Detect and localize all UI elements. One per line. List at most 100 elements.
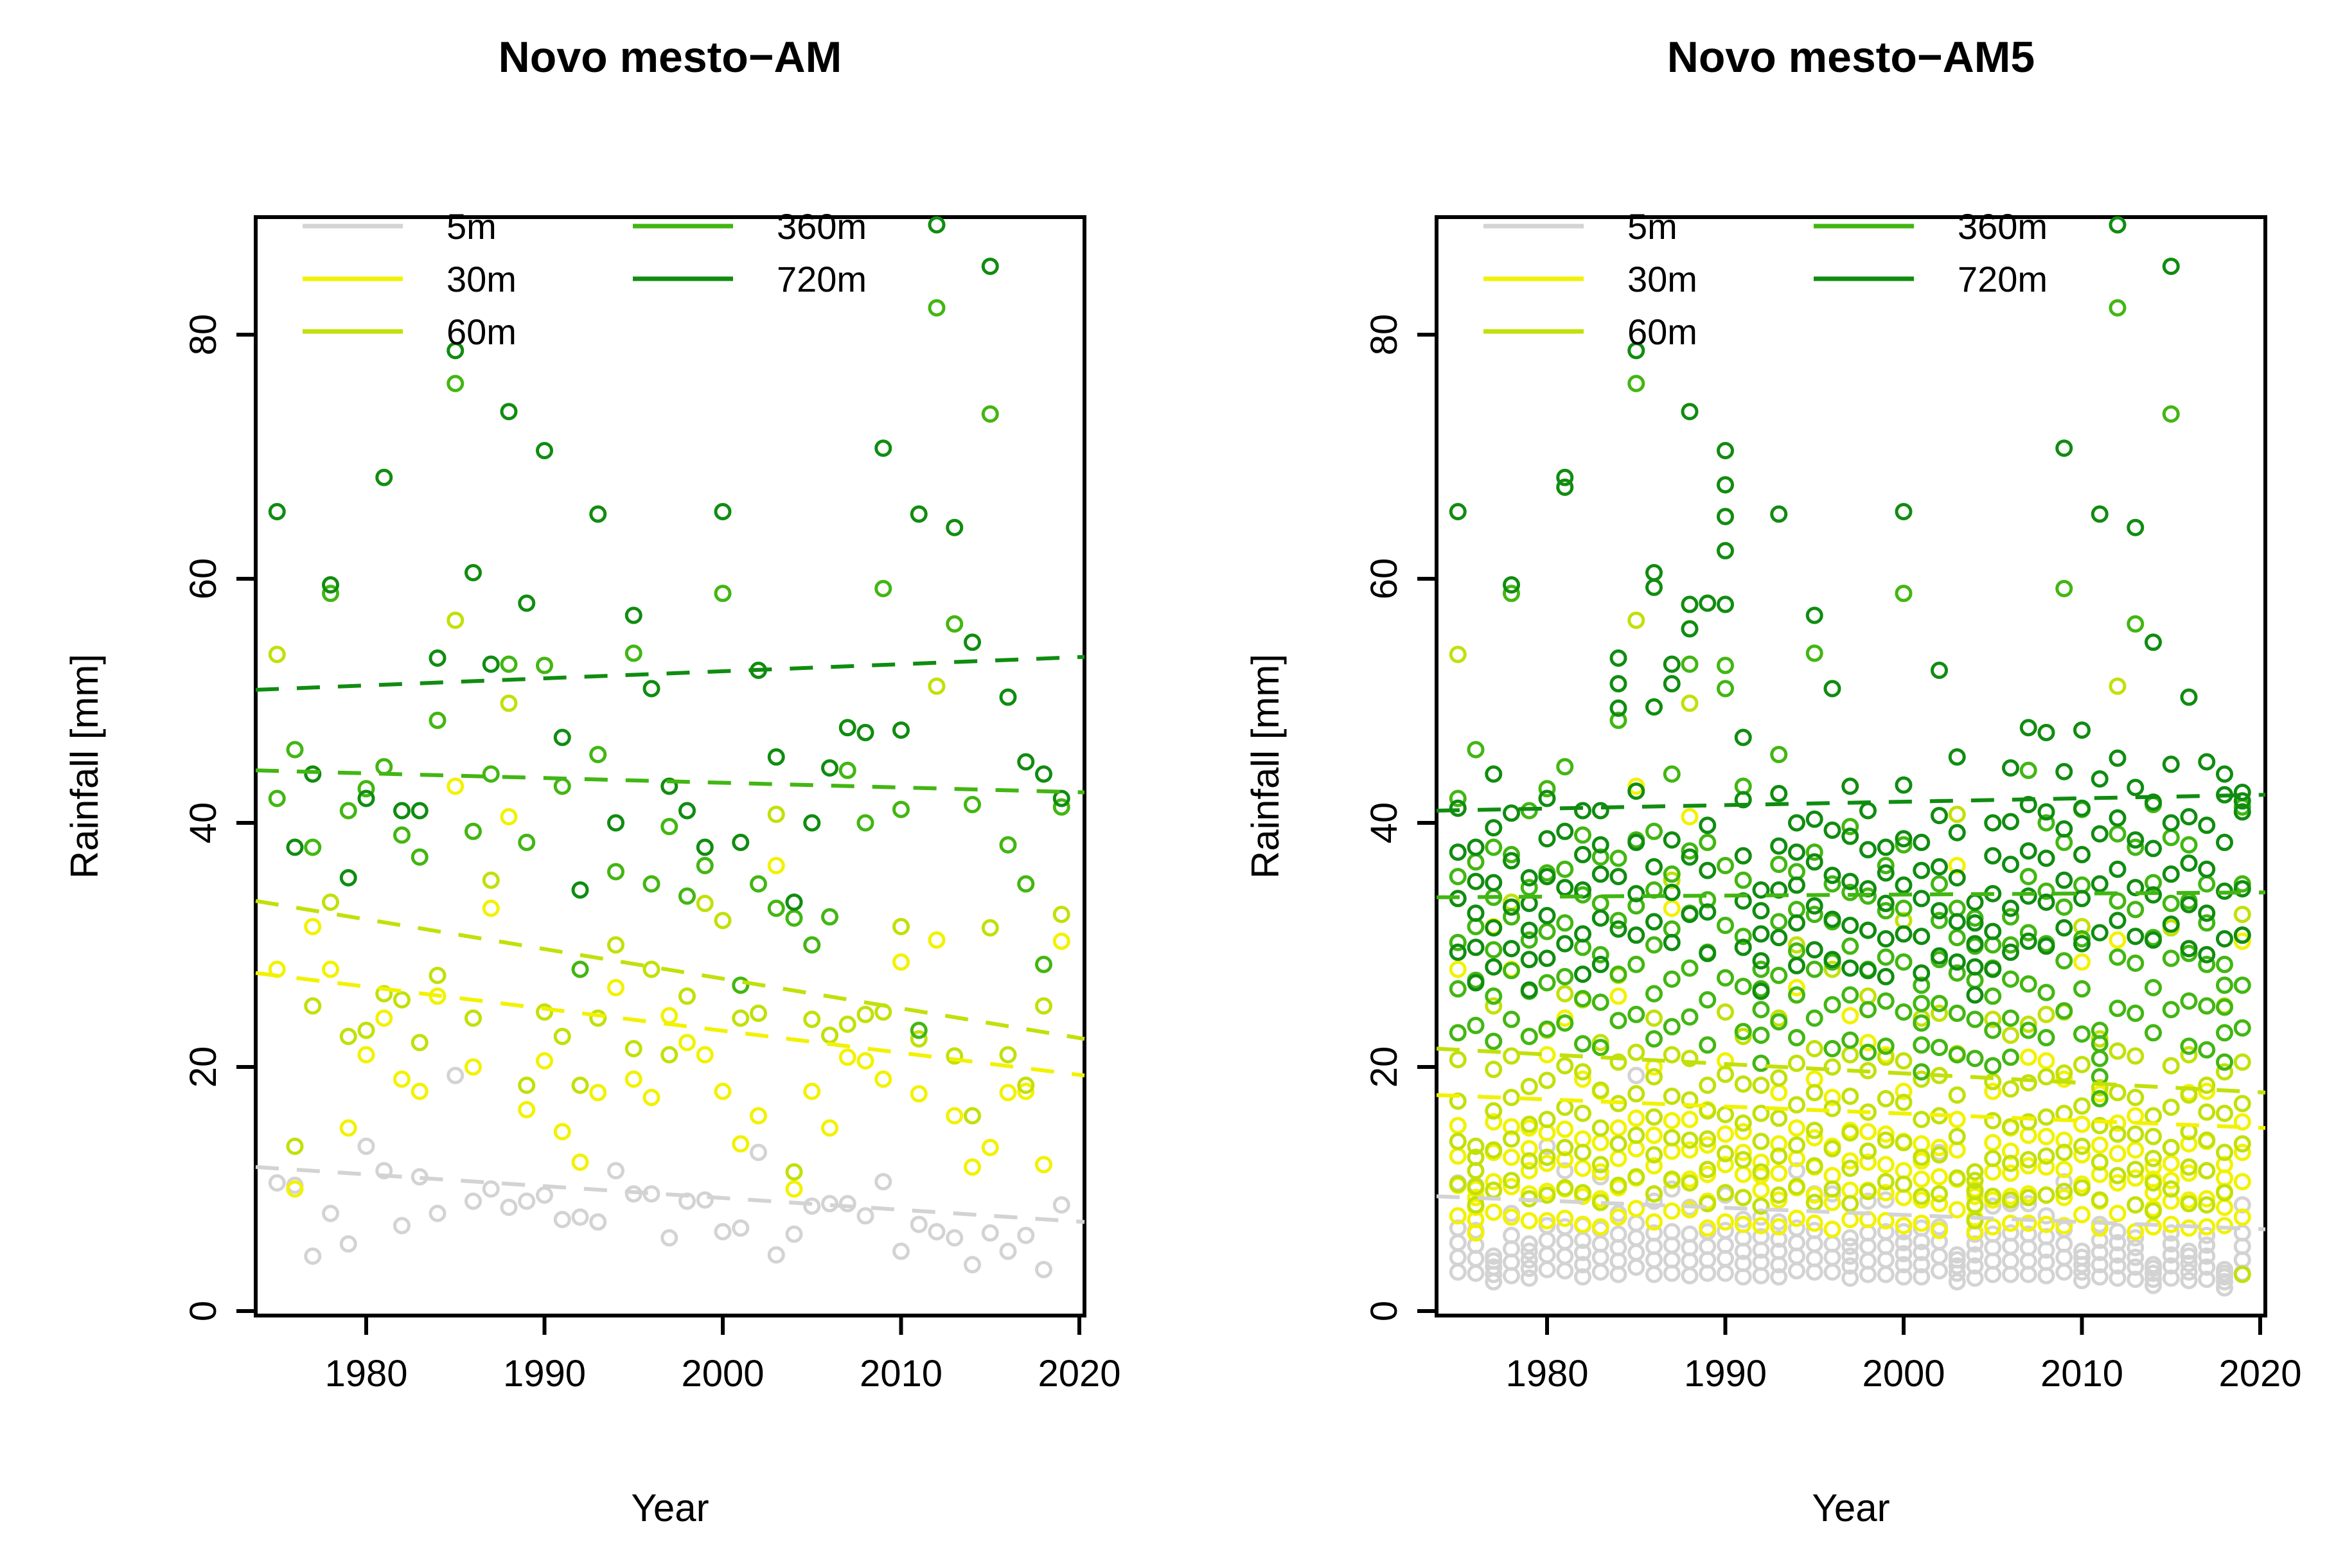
data-point-720m — [1788, 914, 1805, 932]
data-point-5m — [1752, 1208, 1770, 1226]
data-point-60m — [1591, 1119, 1609, 1137]
data-point-30m — [1770, 1164, 1788, 1182]
data-point-30m — [981, 1138, 999, 1156]
y-tick-label: 80 — [1363, 314, 1405, 356]
data-point-360m — [2127, 615, 2145, 633]
data-point-60m — [1699, 1077, 1717, 1094]
data-point-30m — [1645, 1213, 1663, 1231]
data-point-60m — [1017, 1077, 1035, 1094]
data-point-5m — [2145, 1276, 2162, 1294]
data-point-720m — [1841, 872, 1859, 890]
data-point-60m — [1752, 1077, 1770, 1094]
data-point-60m — [803, 1010, 821, 1028]
data-point-720m — [2073, 721, 2091, 739]
data-point-360m — [2019, 1021, 2037, 1039]
data-point-30m — [1538, 1211, 1556, 1229]
data-point-5m — [1574, 1231, 1591, 1249]
data-point-360m — [2073, 980, 2091, 998]
data-point-5m — [1645, 1192, 1663, 1210]
data-point-5m — [2037, 1207, 2055, 1225]
data-point-720m — [1823, 951, 1841, 969]
data-point-720m — [1805, 897, 1823, 915]
data-point-60m — [1574, 1104, 1591, 1122]
data-point-360m — [1913, 1063, 1931, 1081]
data-point-720m — [1663, 883, 1681, 901]
data-point-720m — [1788, 876, 1805, 894]
data-point-720m — [2216, 765, 2233, 783]
data-point-5m — [2073, 1256, 2091, 1274]
data-point-5m — [465, 1192, 482, 1210]
data-point-360m — [1591, 848, 1609, 866]
data-point-720m — [1538, 789, 1556, 807]
data-point-720m — [999, 688, 1017, 706]
data-point-720m — [1877, 967, 1895, 985]
data-point-360m — [1627, 955, 1645, 973]
data-point-30m — [357, 1046, 375, 1064]
data-point-60m — [1574, 1063, 1591, 1081]
data-point-30m — [1503, 1149, 1520, 1167]
data-point-720m — [1841, 827, 1859, 845]
data-point-360m — [714, 585, 732, 603]
data-point-5m — [2216, 1273, 2233, 1291]
data-point-30m — [571, 1153, 589, 1171]
data-point-360m — [2180, 1037, 2198, 1055]
data-point-720m — [838, 719, 856, 737]
data-point-30m — [2037, 1052, 2055, 1070]
data-point-5m — [1966, 1246, 1984, 1264]
data-point-720m — [482, 655, 500, 673]
data-point-720m — [1627, 833, 1645, 851]
data-point-720m — [1788, 956, 1805, 974]
data-point-30m — [447, 777, 465, 795]
data-point-360m — [856, 814, 874, 832]
data-point-720m — [1966, 894, 1984, 911]
data-point-60m — [2109, 677, 2127, 695]
data-point-720m — [2019, 719, 2037, 737]
y-tick-label: 0 — [1363, 1301, 1405, 1321]
data-point-720m — [767, 748, 785, 766]
data-point-360m — [660, 818, 678, 836]
data-point-5m — [2180, 1272, 2198, 1289]
data-point-60m — [1752, 1132, 1770, 1150]
data-point-30m — [1788, 979, 1805, 996]
panel2-xlabel: Year — [1812, 1486, 1889, 1529]
data-point-30m — [2233, 1208, 2251, 1226]
data-point-360m — [2180, 836, 2198, 854]
data-point-720m — [2162, 915, 2180, 933]
data-point-60m — [981, 919, 999, 937]
data-point-5m — [2127, 1248, 2145, 1266]
data-point-60m — [2216, 1184, 2233, 1202]
data-point-360m — [411, 848, 429, 866]
data-point-60m — [2073, 1138, 2091, 1155]
data-point-60m — [1770, 1069, 1788, 1087]
data-point-30m — [1984, 1082, 2002, 1100]
data-point-30m — [286, 1180, 304, 1198]
data-point-60m — [964, 1107, 981, 1125]
data-point-360m — [1538, 974, 1556, 992]
data-point-60m — [838, 1016, 856, 1033]
data-point-5m — [1449, 1263, 1467, 1281]
legend-label-720m: 720m — [1958, 259, 2048, 299]
data-point-720m — [1645, 578, 1663, 596]
data-point-720m — [393, 802, 411, 820]
data-point-360m — [1449, 868, 1467, 886]
data-point-360m — [1805, 906, 1823, 923]
data-point-30m — [1931, 1168, 1948, 1186]
data-point-5m — [1895, 1268, 1913, 1286]
data-point-720m — [1984, 814, 2002, 832]
data-point-30m — [1574, 1159, 1591, 1177]
data-point-720m — [1556, 822, 1574, 840]
data-point-720m — [2109, 749, 2127, 767]
data-point-360m — [447, 374, 465, 392]
data-point-5m — [2037, 1241, 2055, 1259]
data-point-5m — [1556, 1247, 1574, 1265]
data-point-30m — [2127, 1141, 2145, 1159]
data-point-60m — [1699, 1195, 1717, 1213]
data-point-30m — [553, 1123, 571, 1141]
data-point-360m — [1770, 1013, 1788, 1031]
data-point-5m — [2127, 1229, 2145, 1247]
data-point-60m — [1948, 1086, 1966, 1104]
data-point-60m — [1663, 1170, 1681, 1188]
data-point-60m — [2216, 1143, 2233, 1161]
data-point-5m — [1520, 1260, 1538, 1277]
data-point-30m — [1681, 808, 1699, 825]
